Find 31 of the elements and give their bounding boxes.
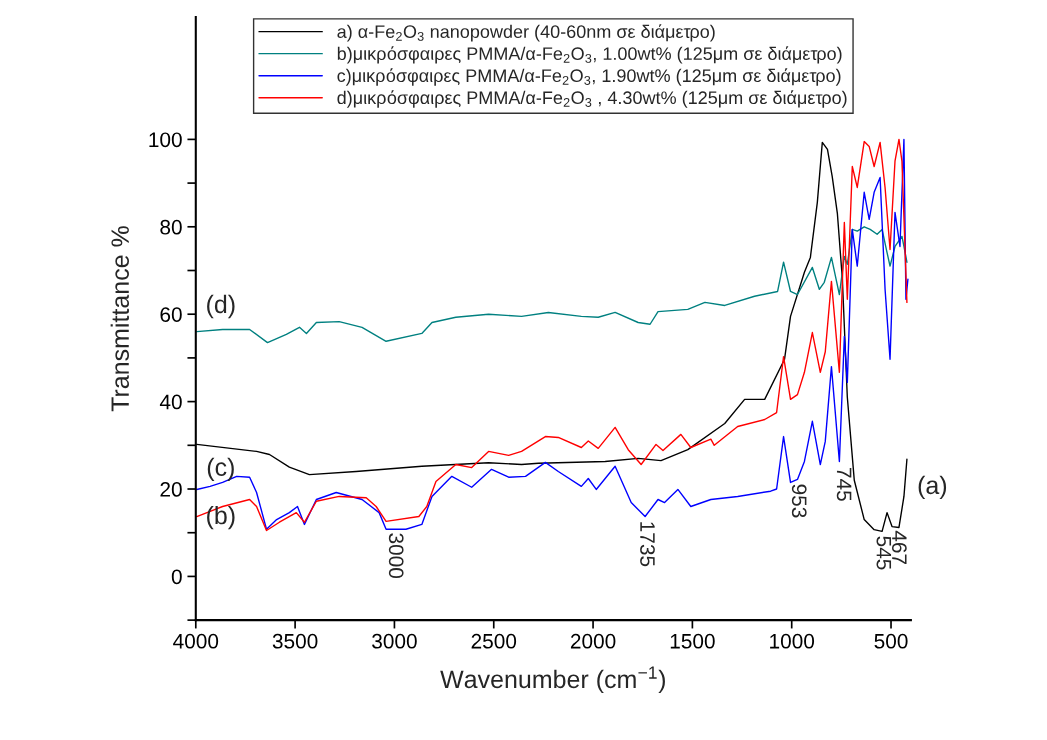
annotation: 545 (876, 536, 892, 570)
y-tick-label: 100 (149, 132, 182, 148)
x-tick-label: 500 (874, 633, 908, 649)
legend-label: a) α-Fe$_{2}$O$_{3}$ nanopowder (40-60nm σε διάμετρο) (337, 24, 715, 42)
annotation: 745 (836, 468, 852, 501)
legend-label: b)μικρόσφαιρες PMMA/α-Fe$_{2}$O$_{3}$, 1.00wt% (125μm σε διάμετρο) (337, 46, 842, 64)
annotation: (c) (207, 457, 234, 481)
y-tick-label: 40 (159, 394, 182, 410)
annotation: 953 (791, 484, 807, 518)
x-tick-label: 2500 (471, 633, 517, 649)
annotation: 1735 (640, 522, 655, 567)
legend-label: d)μικρόσφαιρες PMMA/α-Fe$_{2}$O$_{3}$ , 4.30wt% (125μm σε διάμετρο) (337, 90, 847, 108)
y-axis-title: Transmittance % (110, 226, 130, 412)
line-series (196, 226, 908, 344)
x-tick-label: 1000 (770, 633, 815, 649)
text: (a) (918, 475, 947, 500)
x-tick-label: 3000 (372, 633, 417, 649)
annotation: (d) (207, 294, 235, 319)
x-axis-title: Wavenumber (cm$^{−1}$) (440, 666, 665, 694)
annotation: (b) (207, 505, 235, 530)
legend-label: c)μικρόσφαιρες PMMA/α-Fe$_{2}$O$_{3}$, 1.90wt% (125μm σε διάμετρο) (337, 68, 841, 86)
x-tick-label: 3500 (272, 633, 318, 649)
y-tick-label: 60 (160, 307, 182, 322)
annotation: 467 (891, 530, 907, 565)
y-tick-label: 20 (160, 482, 182, 497)
x-tick-label: 4000 (173, 633, 219, 649)
y-tick-label: 0 (171, 569, 182, 585)
x-tick-label: 2000 (570, 633, 616, 649)
x-tick-label: 1500 (670, 633, 715, 649)
annotation: 3000 (388, 533, 404, 579)
y-tick-label: 80 (160, 219, 182, 235)
